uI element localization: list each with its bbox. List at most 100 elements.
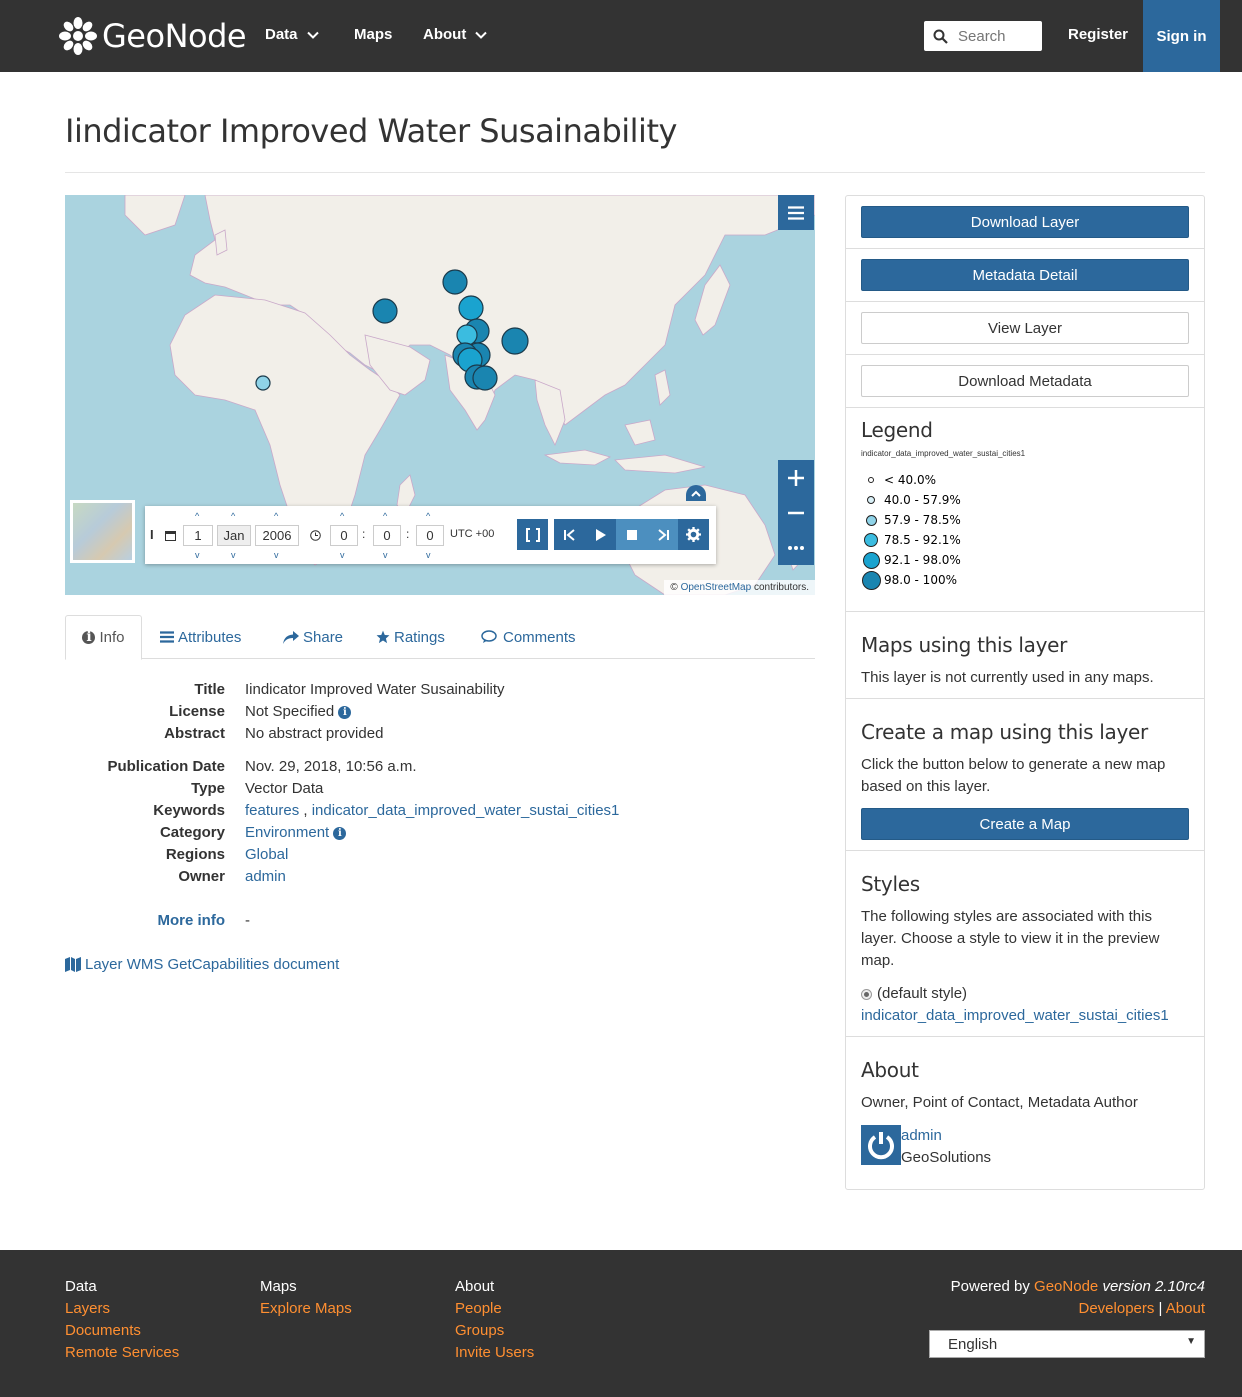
tab-attributes-label: Attributes bbox=[178, 628, 242, 646]
nav-data-label: Data bbox=[265, 26, 298, 43]
avatar[interactable] bbox=[861, 1125, 901, 1165]
language-select[interactable]: English ▼ bbox=[929, 1330, 1205, 1358]
chevron-up-icon[interactable]: ^ bbox=[195, 511, 200, 521]
month-field[interactable]: Jan bbox=[217, 525, 251, 546]
nav-data[interactable]: Data bbox=[265, 26, 320, 43]
powered-line: Powered by GeoNode version 2.10rc4 bbox=[951, 1276, 1205, 1298]
nav-about[interactable]: About bbox=[423, 26, 488, 43]
year-field[interactable]: 2006 bbox=[255, 525, 299, 546]
wms-link-label: Layer WMS GetCapabilities document bbox=[85, 956, 340, 973]
chevron-up-icon[interactable]: ^ bbox=[274, 511, 279, 521]
second-field[interactable]: 0 bbox=[416, 525, 444, 546]
geonode-link[interactable]: GeoNode bbox=[1034, 1278, 1099, 1295]
chevron-down-icon[interactable]: v bbox=[383, 550, 388, 560]
chevron-down-icon[interactable]: v bbox=[195, 550, 200, 560]
metadata-detail-button[interactable]: Metadata Detail bbox=[861, 259, 1189, 291]
map-viewer[interactable]: I ^ 1 v ^ Jan v ^ 2006 v ^ 0 v : ^ 0 v :… bbox=[65, 195, 815, 595]
footer-col-maps: Maps Explore Maps bbox=[260, 1276, 352, 1320]
developers-link[interactable]: Developers bbox=[1078, 1300, 1155, 1317]
keyword-link[interactable]: indicator_data_improved_water_sustai_cit… bbox=[311, 802, 620, 819]
footer-link-explore-maps[interactable]: Explore Maps bbox=[260, 1300, 352, 1317]
license-value: Not Specified bbox=[245, 703, 335, 720]
download-layer-button[interactable]: Download Layer bbox=[861, 206, 1189, 238]
search-input[interactable] bbox=[958, 27, 1038, 45]
control-gap bbox=[548, 519, 554, 550]
tab-attributes[interactable]: Attributes bbox=[160, 615, 241, 659]
about-user-link[interactable]: admin bbox=[901, 1127, 942, 1144]
owner-key: Owner bbox=[178, 868, 225, 885]
layers-menu-button[interactable] bbox=[778, 195, 814, 230]
geonode-logo[interactable]: GeoNode bbox=[58, 14, 247, 58]
nav-maps[interactable]: Maps bbox=[354, 26, 392, 43]
footer-link-invite-users[interactable]: Invite Users bbox=[455, 1344, 535, 1361]
view-layer-button[interactable]: View Layer bbox=[861, 312, 1189, 344]
wms-capabilities-link[interactable]: Layer WMS GetCapabilities document bbox=[65, 956, 339, 973]
sidebar-divider bbox=[846, 698, 1204, 699]
tab-comments[interactable]: Comments bbox=[481, 615, 576, 659]
footer-link-documents[interactable]: Documents bbox=[65, 1322, 141, 1339]
chevron-up-icon[interactable]: ^ bbox=[383, 511, 388, 521]
brackets-icon bbox=[525, 527, 540, 542]
footer-about-link[interactable]: About bbox=[1165, 1300, 1205, 1317]
info-circle-icon[interactable]: i bbox=[338, 706, 352, 719]
day-field[interactable]: 1 bbox=[183, 525, 213, 546]
minute-field[interactable]: 0 bbox=[373, 525, 401, 546]
category-link[interactable]: Environment bbox=[245, 824, 330, 841]
zoom-in-button[interactable] bbox=[778, 460, 814, 495]
openstreetmap-link[interactable]: OpenStreetMap bbox=[680, 582, 752, 593]
step-back-button[interactable] bbox=[554, 519, 585, 550]
tab-ratings[interactable]: Ratings bbox=[376, 615, 445, 659]
create-map-text: Click the button below to generate a new… bbox=[861, 756, 1166, 795]
chevron-up-icon[interactable]: ^ bbox=[340, 511, 345, 521]
more-tools-button[interactable] bbox=[778, 530, 814, 565]
footer-heading: About bbox=[455, 1278, 495, 1295]
fit-range-button[interactable] bbox=[517, 519, 548, 550]
chevron-up-icon[interactable]: ^ bbox=[426, 511, 431, 521]
step-backward-icon bbox=[563, 528, 575, 541]
keyword-link[interactable]: features bbox=[245, 802, 300, 819]
styles-title: Styles bbox=[861, 872, 920, 896]
chevron-down-icon[interactable]: v bbox=[426, 550, 431, 560]
signin-button[interactable]: Sign in bbox=[1143, 0, 1220, 72]
timeline-settings-button[interactable] bbox=[678, 519, 709, 550]
keyword-separator: , bbox=[303, 802, 308, 819]
create-map-button[interactable]: Create a Map bbox=[861, 808, 1189, 840]
legend-item: 98.0 - 100% bbox=[861, 570, 957, 590]
tab-info[interactable]: i Info bbox=[65, 615, 142, 660]
footer-link-layers[interactable]: Layers bbox=[65, 1300, 111, 1317]
more-info-value: - bbox=[245, 912, 250, 929]
signin-label: Sign in bbox=[1156, 27, 1207, 45]
style-link[interactable]: indicator_data_improved_water_sustai_cit… bbox=[861, 1007, 1169, 1024]
chevron-down-icon[interactable]: v bbox=[274, 550, 279, 560]
footer-link-people[interactable]: People bbox=[455, 1300, 502, 1317]
play-button[interactable] bbox=[585, 519, 616, 550]
timeline-collapse-button[interactable] bbox=[686, 485, 706, 501]
footer-heading: Data bbox=[65, 1278, 97, 1295]
maps-using-layer-text: This layer is not currently used in any … bbox=[861, 669, 1154, 686]
stop-button[interactable] bbox=[616, 519, 647, 550]
tab-share[interactable]: Share bbox=[283, 615, 343, 659]
footer-link-remote-services[interactable]: Remote Services bbox=[65, 1344, 180, 1361]
chevron-up-icon[interactable]: ^ bbox=[231, 511, 236, 521]
register-link[interactable]: Register bbox=[1068, 26, 1128, 43]
download-metadata-button[interactable]: Download Metadata bbox=[861, 365, 1189, 397]
category-value-wrap: Environment i bbox=[245, 824, 347, 841]
more-info-link[interactable]: More info bbox=[157, 912, 226, 929]
footer-link-groups[interactable]: Groups bbox=[455, 1322, 505, 1339]
timezone-label: UTC +00 bbox=[450, 528, 495, 540]
step-forward-button[interactable] bbox=[647, 519, 678, 550]
background-selector-thumbnail[interactable] bbox=[70, 500, 135, 563]
default-style-radio[interactable] bbox=[861, 988, 872, 1000]
regions-link[interactable]: Global bbox=[245, 846, 289, 863]
owner-link[interactable]: admin bbox=[245, 868, 286, 885]
info-circle-icon[interactable]: i bbox=[333, 827, 347, 840]
powered-prefix: Powered by bbox=[950, 1278, 1030, 1295]
footer-col-data: Data Layers Documents Remote Services bbox=[65, 1276, 179, 1364]
zoom-out-button[interactable] bbox=[778, 495, 814, 530]
chevron-down-icon[interactable]: v bbox=[340, 550, 345, 560]
chevron-down-icon[interactable]: v bbox=[231, 550, 236, 560]
caret-down-icon: ▼ bbox=[1186, 1336, 1196, 1347]
sidebar-divider bbox=[846, 301, 1204, 302]
hour-field[interactable]: 0 bbox=[330, 525, 358, 546]
brand-text: GeoNode bbox=[102, 17, 247, 55]
